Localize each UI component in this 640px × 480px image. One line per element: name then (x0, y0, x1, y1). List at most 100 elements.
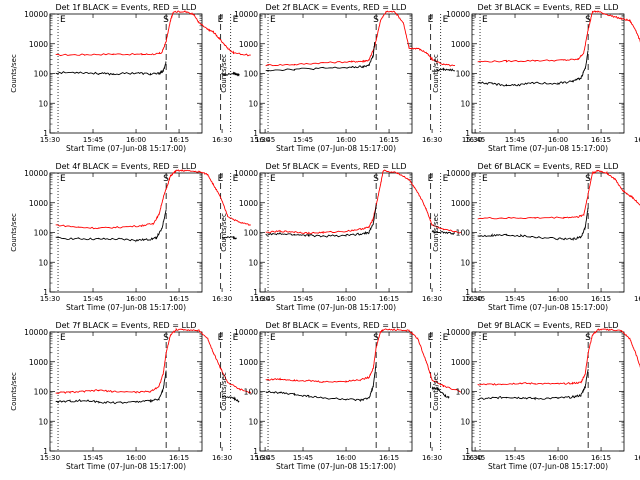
y-tick-label: 100 (456, 229, 471, 238)
y-tick-label: 10 (38, 99, 48, 108)
time-marker-label: E (428, 15, 434, 25)
y-tick-label: 1000 (29, 358, 48, 367)
y-axis-label: Counts/sec (432, 372, 440, 411)
x-tick-label: 16:00 (126, 295, 146, 303)
x-tick-label: 16:15 (169, 454, 189, 462)
y-axis-label: Counts/sec (10, 54, 18, 93)
x-tick-label: 16:15 (169, 136, 189, 144)
x-axis-label: Start Time (07-Jun-08 15:17:00) (276, 144, 396, 153)
y-tick-label: 10000 (234, 169, 258, 178)
events-series-line (55, 209, 237, 243)
panel-title: Det 8f BLACK = Events, RED = LLD (265, 321, 406, 330)
y-tick-label: 1 (465, 447, 470, 456)
chart-panel: Det 5f BLACK = Events, RED = LLD 1 10 100 10… (220, 162, 485, 312)
y-tick-label: 100 (244, 70, 259, 79)
y-tick-label: 1 (465, 129, 470, 138)
x-axis-label: Start Time (07-Jun-08 15:17:00) (66, 303, 186, 312)
x-tick-label: 16:00 (336, 454, 356, 462)
y-tick-label: 10 (248, 258, 258, 267)
y-tick-label: 1000 (239, 199, 258, 208)
x-tick-label: 15:45 (505, 454, 525, 462)
time-marker-label: S (373, 333, 379, 343)
x-tick-label: 16:15 (591, 295, 611, 303)
events-series-line (265, 204, 456, 238)
chart-panel: Det 8f BLACK = Events, RED = LLD 1 10 100 10… (220, 321, 485, 471)
y-tick-label: 1000 (29, 199, 48, 208)
x-tick-label: 15:30 (462, 136, 482, 144)
y-axis-label: Counts/sec (220, 372, 228, 411)
x-axis-label: Start Time (07-Jun-08 15:17:00) (276, 303, 396, 312)
y-tick-label: 10000 (446, 10, 470, 19)
x-tick-label: 16:30 (634, 454, 640, 462)
x-tick-label: 16:30 (634, 295, 640, 303)
lld-series-line (265, 328, 462, 393)
y-axis-label: Counts/sec (10, 213, 18, 252)
y-tick-label: 10 (460, 258, 470, 267)
time-marker-label: E (443, 333, 449, 343)
chart-panel: Det 7f BLACK = Events, RED = LLD 1 10 100 10… (10, 321, 275, 471)
x-tick-label: 15:45 (293, 295, 313, 303)
y-tick-label: 10000 (24, 10, 48, 19)
x-tick-label: 15:45 (83, 295, 103, 303)
events-series-line (55, 61, 240, 77)
time-marker-label: E (443, 174, 449, 184)
x-tick-label: 15:30 (40, 295, 60, 303)
panel-title: Det 5f BLACK = Events, RED = LLD (265, 162, 406, 171)
y-axis-label: Counts/sec (432, 54, 440, 93)
x-tick-label: 15:45 (83, 136, 103, 144)
y-tick-label: 10 (460, 417, 470, 426)
time-marker-label: S (585, 15, 591, 25)
x-tick-label: 16:15 (379, 454, 399, 462)
panel-title: Det 7f BLACK = Events, RED = LLD (55, 321, 196, 330)
panel-title: Det 6f BLACK = Events, RED = LLD (477, 162, 618, 171)
y-tick-label: 1 (465, 288, 470, 297)
x-tick-label: 15:30 (462, 295, 482, 303)
y-tick-label: 1000 (239, 40, 258, 49)
y-tick-label: 10000 (24, 328, 48, 337)
lld-series-line (55, 327, 252, 394)
x-tick-label: 16:30 (422, 136, 442, 144)
time-marker-label: E (270, 174, 276, 184)
y-tick-label: 100 (456, 70, 471, 79)
y-tick-label: 10000 (24, 169, 48, 178)
x-tick-label: 16:00 (126, 136, 146, 144)
time-marker-label: E (270, 333, 276, 343)
panel-title: Det 3f BLACK = Events, RED = LLD (477, 3, 618, 12)
events-series-line (477, 207, 589, 241)
x-tick-label: 16:45 (465, 454, 485, 462)
chart-panel: Det 6f BLACK = Events, RED = LLD 1 10 100 10… (432, 162, 640, 312)
y-axis-label: Counts/sec (432, 213, 440, 252)
x-tick-label: 16:45 (465, 136, 485, 144)
x-tick-label: 16:30 (212, 454, 232, 462)
x-axis-label: Start Time (07-Jun-08 15:17:00) (488, 462, 608, 471)
events-series-line (265, 362, 450, 402)
x-tick-label: 16:45 (255, 454, 275, 462)
time-marker-label: E (428, 174, 434, 184)
y-tick-label: 1 (43, 288, 48, 297)
x-tick-label: 16:00 (548, 295, 568, 303)
y-tick-label: 1000 (451, 199, 470, 208)
y-tick-label: 1 (253, 447, 258, 456)
x-tick-label: 16:00 (548, 454, 568, 462)
y-tick-label: 100 (244, 229, 259, 238)
time-marker-label: S (163, 174, 169, 184)
y-tick-label: 100 (244, 388, 259, 397)
x-tick-label: 16:15 (591, 136, 611, 144)
time-marker-label: S (585, 174, 591, 184)
x-axis-label: Start Time (07-Jun-08 15:17:00) (66, 144, 186, 153)
x-axis-label: Start Time (07-Jun-08 15:17:00) (488, 303, 608, 312)
x-tick-label: 16:15 (591, 454, 611, 462)
x-tick-label: 16:00 (336, 295, 356, 303)
lld-series-line (265, 10, 456, 67)
x-tick-label: 15:45 (293, 136, 313, 144)
lld-series-line (55, 169, 251, 230)
x-tick-label: 15:30 (462, 454, 482, 462)
panel-title: Det 9f BLACK = Events, RED = LLD (477, 321, 618, 330)
y-tick-label: 10 (38, 417, 48, 426)
x-tick-label: 15:45 (505, 295, 525, 303)
y-axis-label: Counts/sec (220, 213, 228, 252)
y-tick-label: 10000 (234, 328, 258, 337)
time-marker-label: E (233, 15, 239, 25)
x-tick-label: 16:30 (422, 295, 442, 303)
time-marker-label: E (482, 333, 488, 343)
